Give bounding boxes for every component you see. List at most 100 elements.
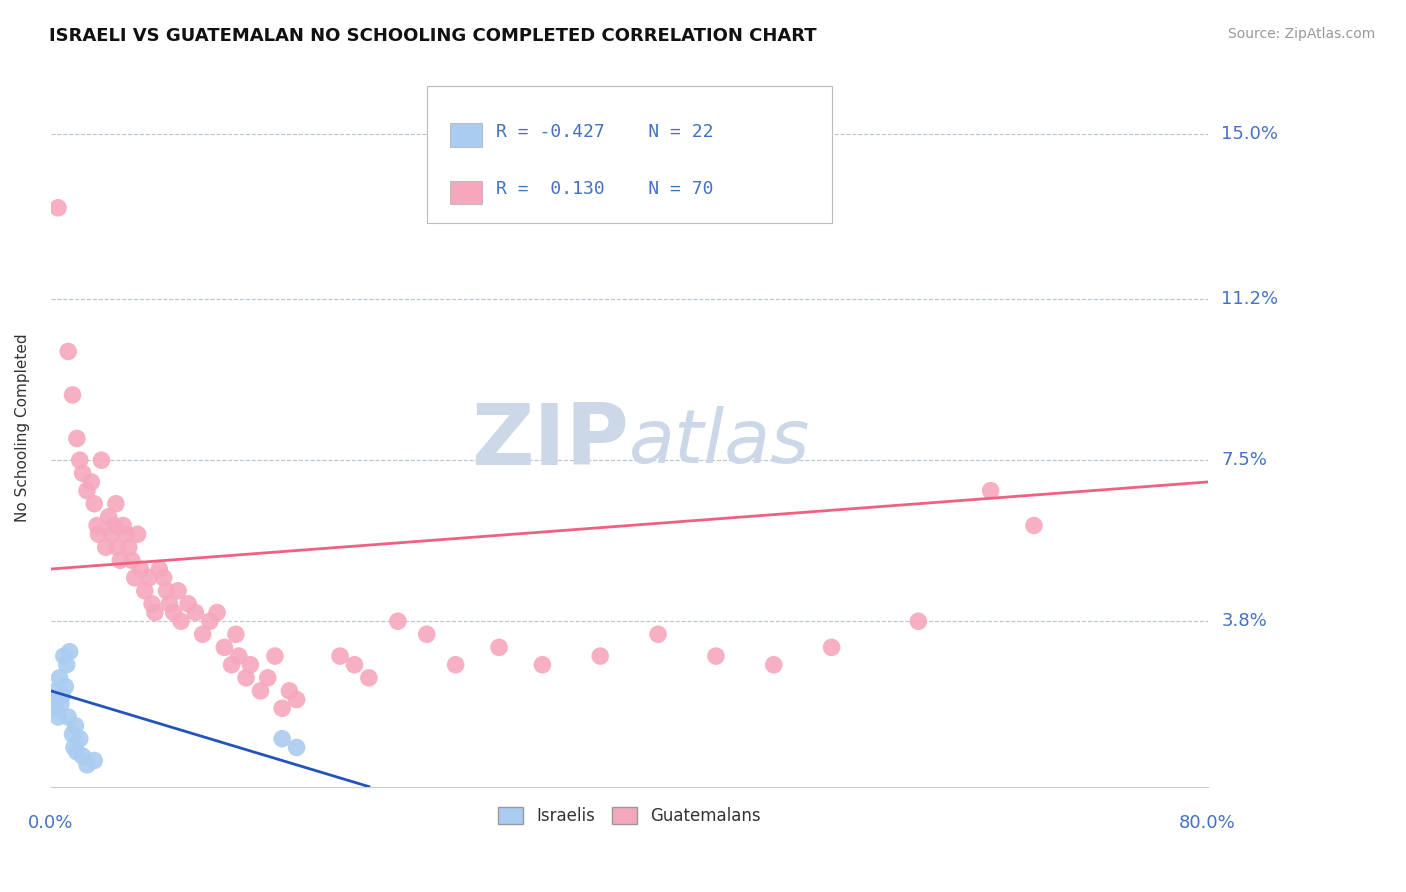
Point (138, 571, 160, 585)
Point (72, 467, 94, 481)
FancyBboxPatch shape (450, 180, 482, 204)
Point (589, 648, 612, 663)
Point (105, 541, 128, 555)
Point (256, 671, 278, 685)
Point (184, 606, 207, 620)
Point (42, 692, 65, 706)
Point (141, 597, 163, 611)
Point (155, 583, 177, 598)
Point (65, 719, 87, 733)
Point (148, 562, 170, 576)
Point (53, 680, 76, 694)
Y-axis label: No Schooling Completed: No Schooling Completed (15, 334, 30, 522)
Point (329, 648, 352, 663)
Point (647, 627, 669, 641)
Text: 80.0%: 80.0% (1180, 814, 1236, 832)
Point (152, 571, 174, 585)
Point (59, 645, 82, 659)
Point (44, 701, 66, 715)
Point (112, 518, 135, 533)
Point (76, 483, 98, 498)
Point (69, 453, 91, 467)
Text: 11.2%: 11.2% (1222, 290, 1278, 308)
Point (56, 710, 79, 724)
Point (66, 432, 89, 446)
Point (97, 509, 120, 524)
Point (127, 527, 149, 541)
Point (249, 684, 271, 698)
Point (167, 583, 190, 598)
Point (129, 562, 152, 576)
Point (66, 745, 89, 759)
Point (69, 731, 91, 746)
Point (907, 614, 929, 628)
Point (531, 657, 554, 672)
Point (118, 541, 141, 555)
Point (72, 749, 94, 764)
Point (228, 648, 250, 663)
Point (285, 740, 308, 755)
Point (80, 475, 103, 489)
Point (124, 571, 146, 585)
Text: R = -0.427    N = 22: R = -0.427 N = 22 (496, 123, 714, 141)
Point (225, 627, 247, 641)
Point (198, 614, 221, 628)
Point (235, 671, 257, 685)
Point (343, 657, 366, 672)
FancyBboxPatch shape (427, 87, 831, 223)
Text: Source: ZipAtlas.com: Source: ZipAtlas.com (1227, 27, 1375, 41)
Point (83, 754, 105, 768)
Point (214, 640, 236, 655)
Point (100, 527, 122, 541)
Point (62, 727, 84, 741)
Point (110, 553, 132, 567)
Text: ZIP: ZIP (471, 401, 628, 483)
Point (86, 518, 108, 533)
Text: atlas: atlas (628, 406, 810, 478)
Point (49, 697, 72, 711)
Text: 0.0%: 0.0% (28, 814, 73, 832)
Text: 3.8%: 3.8% (1222, 612, 1267, 631)
Point (87, 527, 110, 541)
Text: R =  0.130    N = 70: R = 0.130 N = 70 (496, 180, 714, 198)
Point (134, 583, 156, 598)
Point (488, 640, 510, 655)
Point (46, 201, 69, 215)
Point (121, 553, 143, 567)
Point (704, 648, 727, 663)
Point (191, 627, 214, 641)
Point (51, 688, 73, 702)
Point (90, 453, 112, 467)
Legend: Israelis, Guatemalans: Israelis, Guatemalans (491, 801, 768, 832)
Point (264, 648, 287, 663)
Point (278, 684, 301, 698)
Text: 7.5%: 7.5% (1222, 451, 1267, 469)
Point (163, 606, 186, 620)
Point (157, 597, 180, 611)
FancyBboxPatch shape (450, 123, 482, 147)
Point (83, 497, 105, 511)
Point (143, 606, 166, 620)
Point (205, 606, 228, 620)
Point (170, 614, 193, 628)
Point (387, 614, 409, 628)
Text: ISRAELI VS GUATEMALAN NO SCHOOLING COMPLETED CORRELATION CHART: ISRAELI VS GUATEMALAN NO SCHOOLING COMPL… (49, 27, 817, 45)
Point (239, 657, 262, 672)
Point (45, 684, 67, 698)
Point (762, 657, 785, 672)
Point (46, 710, 69, 724)
Point (52, 648, 75, 663)
Point (271, 701, 294, 715)
Text: 15.0%: 15.0% (1222, 125, 1278, 143)
Point (444, 657, 467, 672)
Point (62, 388, 84, 402)
Point (76, 757, 98, 772)
Point (56, 344, 79, 359)
Point (1022, 518, 1045, 533)
Point (115, 527, 138, 541)
Point (271, 731, 294, 746)
Point (357, 671, 380, 685)
Point (221, 657, 243, 672)
Point (63, 740, 86, 755)
Point (55, 657, 77, 672)
